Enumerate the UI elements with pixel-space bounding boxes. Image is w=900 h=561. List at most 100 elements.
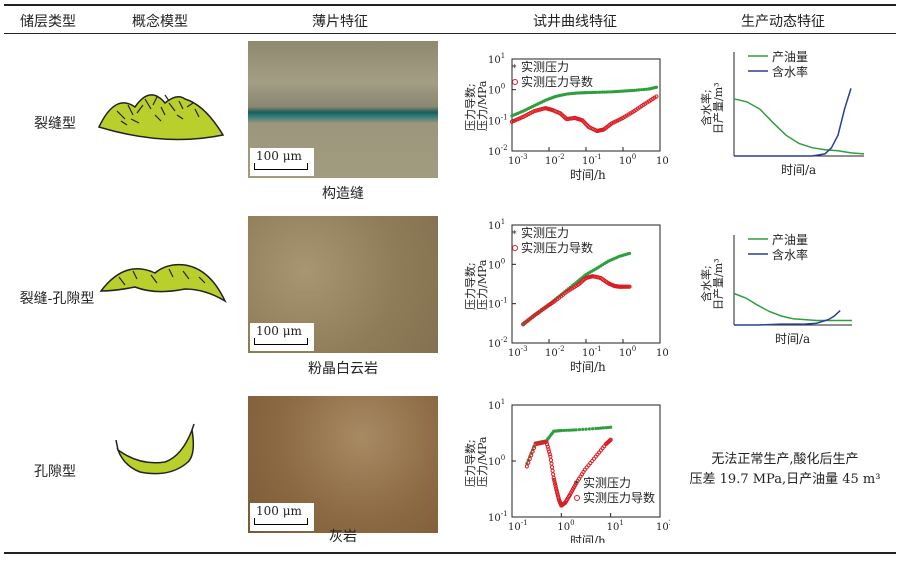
y-tick-label: 10-2	[488, 336, 508, 350]
row-label-fracture-pore: 裂缝-孔隙型	[19, 291, 95, 307]
y-axis-label-1: 压力导数;	[464, 83, 477, 131]
well-test-chart-3: 10-110010110210-1100101时间/h压力导数;压力/MPa*实…	[464, 398, 670, 543]
pressure-point	[602, 90, 607, 94]
derivative-point	[551, 472, 556, 477]
derivative-point	[553, 481, 558, 487]
oil-production-line	[733, 98, 865, 155]
oil-production-line	[733, 292, 852, 322]
derivative-point	[548, 458, 554, 463]
x-tick-label: 10-3	[508, 153, 528, 167]
x-tick-label: 10-1	[582, 153, 602, 167]
derivative-point	[537, 441, 542, 446]
pressure-point	[600, 90, 604, 94]
well-test-chart-2: 10-310-210-110010110-210-1100101时间/h压力导数…	[464, 218, 670, 374]
legend-derivative-label: 实测压力导数	[521, 240, 593, 255]
pressure-point	[601, 426, 605, 430]
x-tick-label: 101	[656, 153, 670, 167]
scale-label: 100 μm	[256, 149, 302, 163]
y-tick-label: 100	[488, 257, 505, 271]
derivative-point	[608, 437, 613, 442]
y-tick-label: 10-2	[488, 144, 508, 158]
pressure-point	[642, 87, 646, 92]
derivative-point	[539, 107, 544, 112]
y-axis-label-1: 压力导数;	[464, 262, 477, 310]
scale-label: 100 μm	[256, 324, 302, 338]
x-axis-label: 时间/a	[775, 332, 810, 346]
x-tick-label: 10-2	[545, 345, 565, 359]
derivative-point	[537, 107, 542, 112]
concept-model-pore	[115, 423, 195, 475]
header-rule	[4, 33, 896, 34]
derivative-point	[549, 461, 554, 466]
thin-section-photo-fracture: 100 μm	[248, 41, 438, 178]
caption-limestone: 灰岩	[329, 529, 357, 545]
derivative-point	[545, 444, 550, 449]
x-tick-label: 10-3	[508, 345, 528, 359]
y-axis-label-2: 压力/MPa	[476, 80, 489, 131]
y-axis-label-2: 压力/MPa	[476, 259, 489, 310]
legend-derivative-label: 实测压力导数	[521, 74, 593, 89]
pressure-point	[587, 427, 591, 431]
pressure-point	[567, 428, 571, 432]
thin-section-photo-limestone: 100 μm	[248, 396, 438, 533]
derivative-point	[553, 486, 559, 491]
top-rule	[4, 4, 896, 6]
derivative-point	[524, 464, 529, 469]
x-tick-label: 102	[656, 519, 670, 533]
derivative-point	[553, 484, 558, 489]
derivative-point	[550, 468, 555, 473]
legend-oil-label: 产油量	[772, 233, 808, 247]
pressure-point	[634, 88, 639, 92]
derivative-point	[627, 284, 632, 289]
header-concept-model: 概念模型	[132, 14, 188, 30]
row-label-pore: 孔隙型	[34, 464, 76, 480]
y-axis-label-1: 含水率;	[699, 265, 713, 302]
derivative-point	[533, 442, 538, 447]
x-tick-label: 100	[619, 153, 636, 167]
x-axis-label: 时间/h	[570, 168, 606, 182]
scale-bar: 100 μm	[250, 503, 314, 531]
x-axis-label: 时间/h	[570, 534, 606, 543]
derivative-point	[529, 453, 534, 458]
derivative-point	[549, 465, 555, 470]
pressure-point	[599, 426, 603, 430]
legend-derivative-marker	[574, 495, 580, 501]
legend-pressure-marker: *	[512, 64, 517, 74]
x-tick-label: 100	[557, 519, 574, 533]
y-tick-label: 101	[488, 218, 505, 232]
derivative-point	[551, 475, 556, 480]
derivative-point	[532, 109, 537, 114]
production-note: 无法正常生产,酸化后生产 压差 19.7 MPa,日产油量 45 m³	[680, 450, 890, 490]
derivative-point	[535, 441, 540, 446]
derivative-point	[531, 445, 537, 450]
derivative-point	[535, 108, 541, 113]
pressure-point	[569, 428, 573, 432]
derivative-point	[527, 456, 532, 462]
pressure-point	[597, 90, 602, 94]
derivative-point	[530, 449, 535, 454]
pressure-point	[605, 90, 609, 94]
pressure-point	[604, 426, 608, 430]
legend-oil-label: 产油量	[772, 50, 808, 64]
derivative-point	[545, 442, 550, 447]
water-cut-line	[734, 88, 852, 157]
derivative-point	[546, 449, 552, 454]
derivative-point	[654, 94, 659, 99]
legend-derivative-marker	[512, 79, 518, 85]
header-well-test: 试井曲线特征	[533, 14, 617, 30]
derivative-point	[538, 440, 544, 446]
concept-model-fracture-pore	[99, 263, 227, 303]
derivative-point	[540, 440, 545, 445]
pressure-point	[632, 88, 636, 92]
x-axis-label: 时间/h	[570, 360, 606, 374]
derivative-point	[526, 460, 531, 465]
pressure-point	[572, 428, 576, 432]
derivative-point	[546, 447, 551, 452]
derivative-point	[552, 477, 557, 483]
pressure-point	[577, 428, 582, 432]
water-cut-line	[734, 310, 841, 326]
derivative-point	[544, 439, 549, 444]
legend-water-label: 含水率	[772, 64, 808, 79]
